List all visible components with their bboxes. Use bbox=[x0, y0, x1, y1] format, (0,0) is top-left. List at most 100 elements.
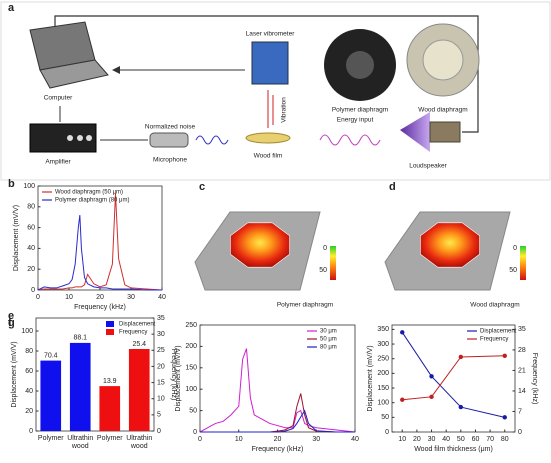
microphone bbox=[149, 132, 189, 148]
y-tick-label: 150 bbox=[185, 365, 197, 372]
y2-tick-label: 30 bbox=[157, 331, 165, 338]
x-tick-label: 20 bbox=[96, 294, 104, 301]
x-tick-label: 10 bbox=[235, 436, 243, 443]
arrowhead bbox=[112, 66, 120, 74]
point bbox=[429, 394, 434, 400]
y-axis-label: Displacement (mV/V) bbox=[13, 205, 20, 271]
line bbox=[37, 215, 162, 291]
y2-tick-label: 0 bbox=[157, 428, 161, 435]
legend-label: Wood diaphragm (50 μm) bbox=[55, 190, 123, 196]
y-tick-label: 100 bbox=[23, 183, 35, 190]
caption: Wood diaphragm bbox=[470, 302, 519, 309]
y-tick-label: 100 bbox=[377, 400, 389, 407]
colorbar-tick: 0 bbox=[513, 245, 517, 252]
y-tick-label: 60 bbox=[27, 224, 35, 231]
label: Normalized noise bbox=[145, 124, 196, 131]
point bbox=[458, 354, 464, 360]
colorbar-tick: 50 bbox=[319, 267, 327, 274]
panel-label: d bbox=[389, 181, 396, 193]
y-tick-label: 0 bbox=[193, 429, 197, 436]
y-tick-label: 80 bbox=[25, 348, 33, 355]
x-tick-label: 70 bbox=[486, 436, 494, 443]
y-tick-label: 200 bbox=[185, 343, 197, 350]
x-tick-label: 0 bbox=[36, 294, 40, 301]
line bbox=[200, 409, 355, 433]
x-tick-label: 10 bbox=[398, 436, 406, 443]
loudspeaker bbox=[400, 112, 430, 152]
plot-frame bbox=[391, 324, 516, 433]
y-tick-label: 100 bbox=[21, 328, 33, 335]
colorbar-tick: 0 bbox=[323, 245, 327, 252]
point bbox=[502, 353, 507, 358]
bar bbox=[69, 342, 91, 431]
label: Polymer diaphragm bbox=[332, 107, 388, 114]
line bbox=[199, 348, 356, 433]
y-tick-label: 50 bbox=[381, 414, 389, 421]
x-tick-label: 20 bbox=[413, 436, 421, 443]
colorbar bbox=[520, 246, 526, 280]
panel-frame bbox=[0, 1, 551, 181]
legend-label: Frequency bbox=[119, 330, 147, 336]
colorbar-tick: 50 bbox=[509, 267, 517, 274]
x-tick-label: 20 bbox=[274, 436, 282, 443]
y-tick-label: 150 bbox=[377, 385, 389, 392]
caption: Polymer diaphragm bbox=[277, 302, 333, 309]
y-tick-label: 100 bbox=[185, 386, 197, 393]
x-tick-label: Polymer bbox=[38, 435, 64, 442]
line bbox=[402, 355, 505, 401]
label: Vibration bbox=[281, 97, 288, 123]
y-tick-label: 50 bbox=[189, 407, 197, 414]
x-tick-label: 40 bbox=[351, 436, 359, 443]
y-tick-label: 250 bbox=[377, 356, 389, 363]
y-tick-label: 0 bbox=[385, 429, 389, 436]
legend-label: 50 μm bbox=[320, 337, 337, 343]
cable bbox=[54, 15, 479, 133]
point bbox=[429, 374, 434, 379]
y-tick-label: 350 bbox=[377, 326, 389, 333]
y-tick-label: 60 bbox=[25, 368, 33, 375]
panel-label: f bbox=[8, 317, 12, 329]
point bbox=[502, 415, 507, 420]
panel-label: b bbox=[8, 178, 15, 190]
y2-tick-label: 7 bbox=[518, 408, 522, 415]
y-tick-label: 300 bbox=[377, 341, 389, 348]
x-axis-label: Frequency (kHz) bbox=[74, 304, 126, 311]
x-tick-label: 40 bbox=[442, 436, 450, 443]
y2-tick-label: 35 bbox=[157, 315, 165, 322]
y-axis-label: Displacement (mV/V) bbox=[367, 345, 374, 411]
legend-label: 30 μm bbox=[320, 329, 337, 335]
plot-frame bbox=[35, 317, 155, 432]
loudspeaker-body bbox=[429, 121, 461, 143]
legend-label: 80 μm bbox=[320, 345, 337, 351]
x-tick-label: 80 bbox=[501, 436, 509, 443]
y-tick-label: 80 bbox=[27, 204, 35, 211]
y2-tick-label: 35 bbox=[518, 326, 526, 333]
value-label: 25.4 bbox=[132, 341, 146, 348]
line bbox=[401, 332, 505, 418]
panel-label: e bbox=[8, 310, 14, 322]
panel-label: g bbox=[8, 317, 15, 329]
y2-tick-label: 5 bbox=[157, 412, 161, 419]
x-tick-label: 50 bbox=[457, 436, 465, 443]
colorbar bbox=[330, 246, 336, 280]
x-tick-label: 30 bbox=[312, 436, 320, 443]
point bbox=[400, 330, 405, 335]
label: Loudspeaker bbox=[409, 163, 447, 170]
x-tick-label: 60 bbox=[472, 436, 480, 443]
y-tick-label: 40 bbox=[25, 388, 33, 395]
label: Microphone bbox=[153, 157, 187, 164]
line bbox=[200, 393, 355, 433]
label: Computer bbox=[44, 95, 73, 102]
value-label: 13.9 bbox=[103, 378, 117, 385]
amplifier bbox=[29, 123, 97, 153]
x-tick-label: Ultrathin wood bbox=[67, 435, 93, 450]
x-tick-label: Ultrathin wood bbox=[126, 435, 152, 450]
legend-label: Frequency bbox=[480, 337, 508, 343]
panel-label: c bbox=[199, 181, 205, 193]
y2-axis-label: Frequency (kHz) bbox=[531, 353, 538, 405]
panel-label: a bbox=[8, 2, 15, 14]
y-tick-label: 0 bbox=[29, 428, 33, 435]
x-tick-label: 40 bbox=[158, 294, 166, 301]
x-axis-label: Wood film thickness (μm) bbox=[414, 446, 493, 453]
